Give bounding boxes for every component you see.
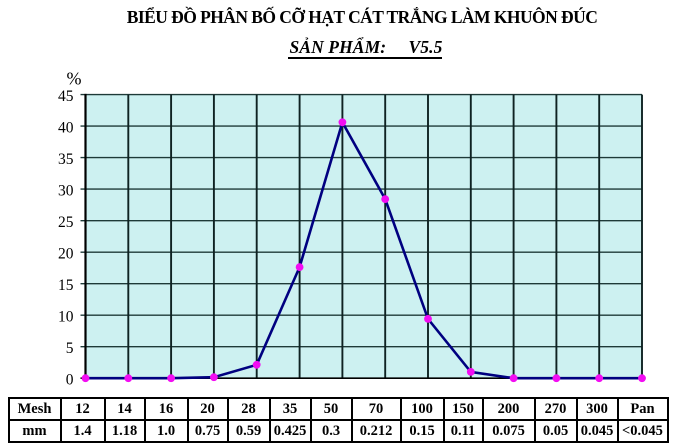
- svg-text:20: 20: [58, 246, 74, 263]
- svg-text:45: 45: [58, 88, 74, 105]
- svg-text:35: 35: [58, 151, 74, 168]
- svg-text:%: %: [67, 69, 82, 89]
- svg-text:10: 10: [58, 309, 74, 326]
- svg-text:15: 15: [58, 277, 74, 294]
- svg-text:5: 5: [66, 340, 74, 357]
- svg-text:0: 0: [66, 372, 74, 389]
- svg-text:40: 40: [58, 119, 74, 136]
- svg-text:30: 30: [58, 182, 74, 199]
- svg-text:25: 25: [58, 214, 74, 231]
